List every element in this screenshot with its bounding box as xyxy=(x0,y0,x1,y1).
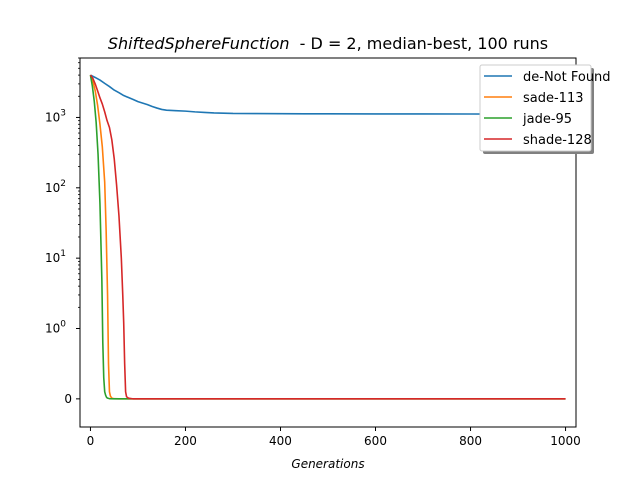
legend-label-shade-128: shade-128 xyxy=(523,133,592,148)
legend-label-jade-95: jade-95 xyxy=(522,112,572,127)
legend-box xyxy=(479,64,592,152)
x-tick-label: 0 xyxy=(87,434,95,448)
y-tick-label: 100 xyxy=(45,320,66,336)
x-tick-label: 200 xyxy=(174,434,197,448)
chart-title: ShiftedSphereFunction - D = 2, median-be… xyxy=(108,34,548,53)
series-line-shade-128 xyxy=(89,74,566,400)
y-tick-label: 101 xyxy=(45,249,66,265)
series-line-de-Not Found xyxy=(90,74,566,116)
legend-label-sade-113: sade-113 xyxy=(523,91,584,106)
y-axis: 0 100 101 102 103 xyxy=(45,57,80,406)
x-axis-label: Generations xyxy=(291,457,364,471)
x-tick-label: 800 xyxy=(459,434,482,448)
legend-label-de-Not Found: de-Not Found xyxy=(523,70,611,85)
x-tick-label: 600 xyxy=(364,434,387,448)
chart-title-italic: ShiftedSphereFunction xyxy=(108,34,290,53)
x-axis: 0 200 400 600 800 1000 xyxy=(87,427,581,448)
y-tick-label: 0 xyxy=(64,392,72,406)
plot-frame xyxy=(79,57,577,428)
plot-area xyxy=(89,74,566,400)
chart-title-rest: - D = 2, median-best, 100 runs xyxy=(290,34,549,53)
legend: de-Not Found sade-113 jade-95 shade-128 xyxy=(479,64,611,154)
y-tick-label: 103 xyxy=(45,108,66,124)
x-tick-label: 1000 xyxy=(550,434,581,448)
y-tick-label: 102 xyxy=(45,179,66,195)
x-tick-label: 400 xyxy=(269,434,292,448)
